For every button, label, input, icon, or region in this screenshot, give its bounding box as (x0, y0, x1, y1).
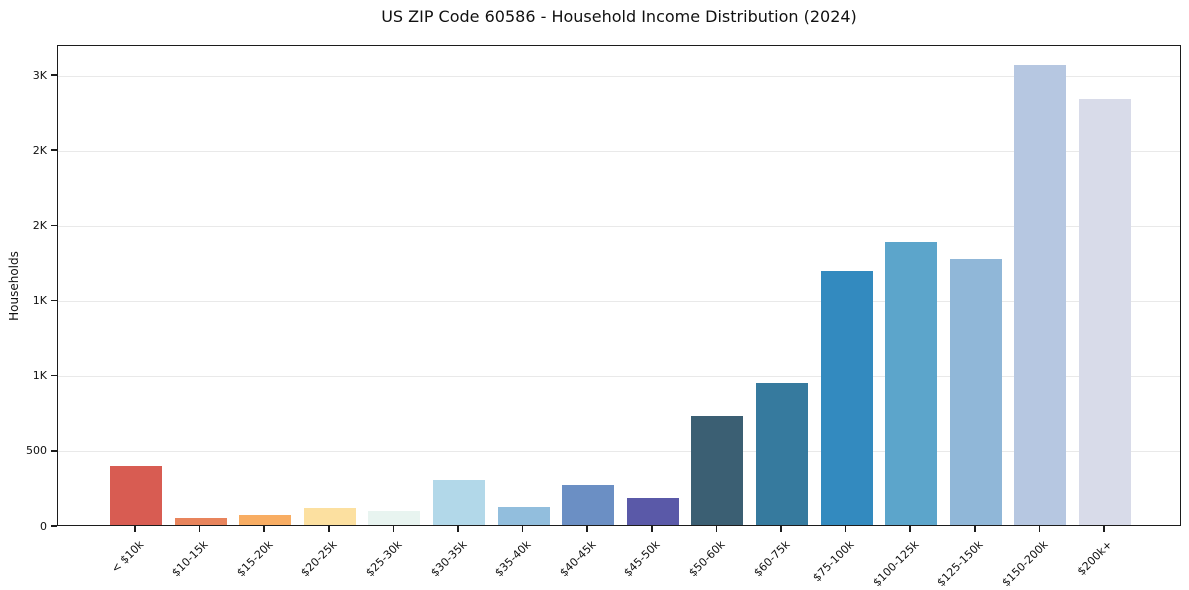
x-tick-label-text: $40-45k (557, 538, 599, 580)
y-tick-label: 1K (32, 369, 47, 383)
bar (239, 515, 292, 525)
y-tick-label: 500 (26, 444, 47, 458)
x-tick-mark (974, 526, 976, 532)
y-gridline (58, 150, 1180, 152)
bar (110, 465, 162, 525)
x-tick-mark (586, 526, 588, 532)
bar (497, 506, 550, 525)
x-tick-label-text: $75-100k (810, 538, 857, 585)
x-tick-label-text: $20-25k (298, 538, 340, 580)
x-tick-label-text: $25-30k (363, 538, 405, 580)
x-tick-mark (521, 526, 524, 532)
x-tick-mark (198, 526, 201, 532)
x-tick-mark (1103, 526, 1105, 532)
bar (949, 258, 1002, 525)
bar (562, 485, 615, 525)
bar (368, 511, 421, 525)
y-gridline (58, 451, 1180, 453)
y-tick-mark (51, 299, 57, 302)
bar (626, 497, 679, 525)
x-tick-mark (1038, 526, 1041, 532)
y-gridline (58, 376, 1180, 378)
x-tick-mark (134, 526, 136, 532)
x-tick-label-text: $10-15k (169, 538, 211, 580)
y-tick-mark (51, 149, 57, 151)
y-gridline (58, 301, 1180, 303)
y-tick-mark (51, 374, 57, 377)
x-tick-label-text: $200k+ (1075, 538, 1116, 579)
y-gridline (58, 225, 1180, 227)
bar (820, 270, 873, 525)
bar (174, 518, 227, 525)
x-tick-label-text: < $10k (108, 538, 147, 576)
x-tick-mark (457, 526, 459, 532)
y-tick-mark (51, 450, 57, 452)
x-tick-mark (780, 526, 782, 532)
x-tick-mark (263, 526, 265, 532)
x-tick-mark (844, 526, 847, 532)
y-tick-mark (51, 74, 57, 76)
bar (691, 416, 744, 525)
y-gridline (58, 75, 1180, 77)
x-tick-label-text: $35-40k (492, 538, 534, 580)
bar (885, 242, 938, 525)
x-tick-mark (651, 526, 653, 532)
x-tick-mark (328, 526, 330, 532)
x-tick-mark (392, 526, 395, 532)
y-tick-label: 3K (32, 68, 47, 82)
y-tick-label: 2K (32, 218, 47, 232)
y-tick-mark (51, 224, 57, 227)
x-tick-label-text: $60-75k (750, 538, 793, 580)
bar (1079, 98, 1131, 525)
y-tick-mark (51, 525, 57, 527)
x-tick-label-text: $150-200k (999, 538, 1051, 590)
plot-area (57, 45, 1181, 526)
y-tick-label: 1K (32, 294, 47, 308)
x-tick-label-text: $30-35k (427, 538, 470, 580)
chart-title: US ZIP Code 60586 - Household Income Dis… (381, 7, 857, 26)
bar (303, 508, 356, 525)
bar (1014, 65, 1067, 525)
x-tick-label-text: $125-150k (934, 538, 986, 590)
x-tick-label-text: $45-50k (621, 538, 663, 580)
x-tick-label-text: $15-20k (234, 538, 276, 580)
x-tick-label-text: $50-60k (686, 538, 728, 580)
bar (433, 479, 485, 525)
x-tick-mark (715, 526, 718, 532)
y-tick-label: 0 (40, 519, 47, 533)
y-axis-label: Households (7, 251, 21, 321)
bar (756, 382, 808, 525)
x-tick-label-text: $100-125k (870, 538, 922, 590)
x-tick-mark (909, 526, 911, 532)
y-tick-label: 2K (32, 143, 47, 157)
